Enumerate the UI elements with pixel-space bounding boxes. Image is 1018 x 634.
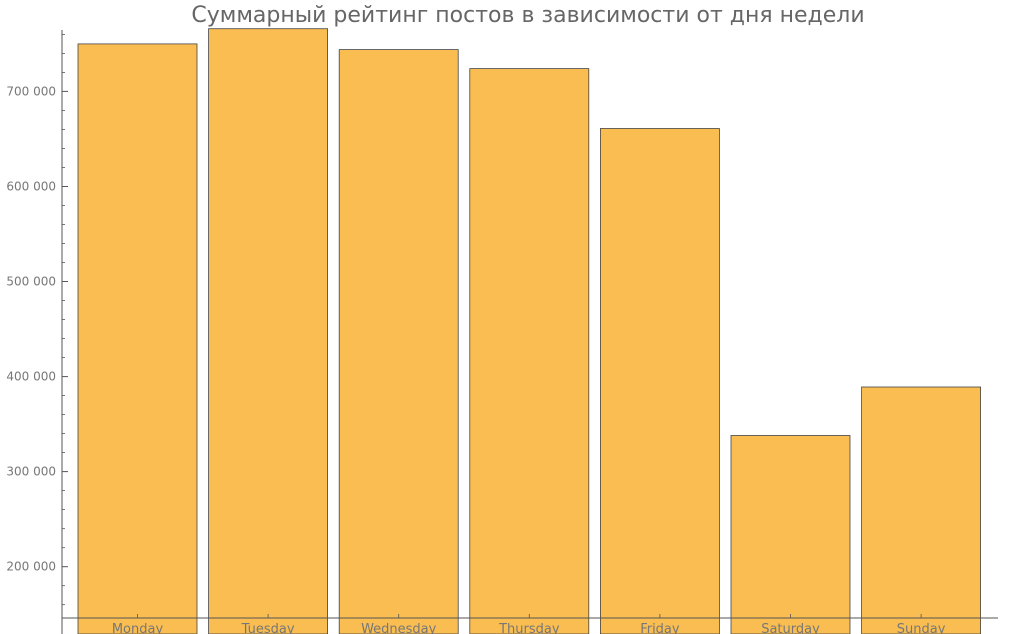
bar-saturday	[730, 435, 851, 634]
bar-sunday	[861, 386, 981, 634]
bar-tuesday	[208, 28, 329, 634]
bar-wednesday	[338, 49, 459, 634]
x-axis: Monday Tuesday Wednesday Thursday Friday Satu…	[62, 614, 998, 634]
y-tick-label: 200 000	[6, 560, 56, 574]
y-tick-label: 700 000	[6, 84, 56, 98]
x-tick-label-wednesday: Wednesday	[361, 622, 437, 634]
y-tick-label: 300 000	[6, 465, 56, 479]
bar-monday	[77, 43, 198, 634]
bar-friday	[600, 128, 720, 634]
y-axis: 200 000 300 000 400 000 500 000 600 000 700 0…	[6, 30, 68, 634]
x-tick-label-friday: Friday	[640, 622, 680, 634]
bar-thursday	[469, 68, 590, 634]
x-tick-label-tuesday: Tuesday	[241, 622, 295, 634]
x-tick-label-saturday: Saturday	[761, 622, 820, 634]
y-tick-label: 400 000	[6, 370, 56, 384]
x-tick-label-thursday: Thursday	[498, 622, 560, 634]
x-tick-label-sunday: Sunday	[897, 622, 946, 634]
bars-group	[77, 28, 981, 634]
x-tick-label-monday: Monday	[112, 622, 164, 634]
y-tick-label: 600 000	[6, 180, 56, 194]
chart-title: Суммарный рейтинг постов в зависимости о…	[191, 3, 864, 28]
y-tick-label: 500 000	[6, 275, 56, 289]
